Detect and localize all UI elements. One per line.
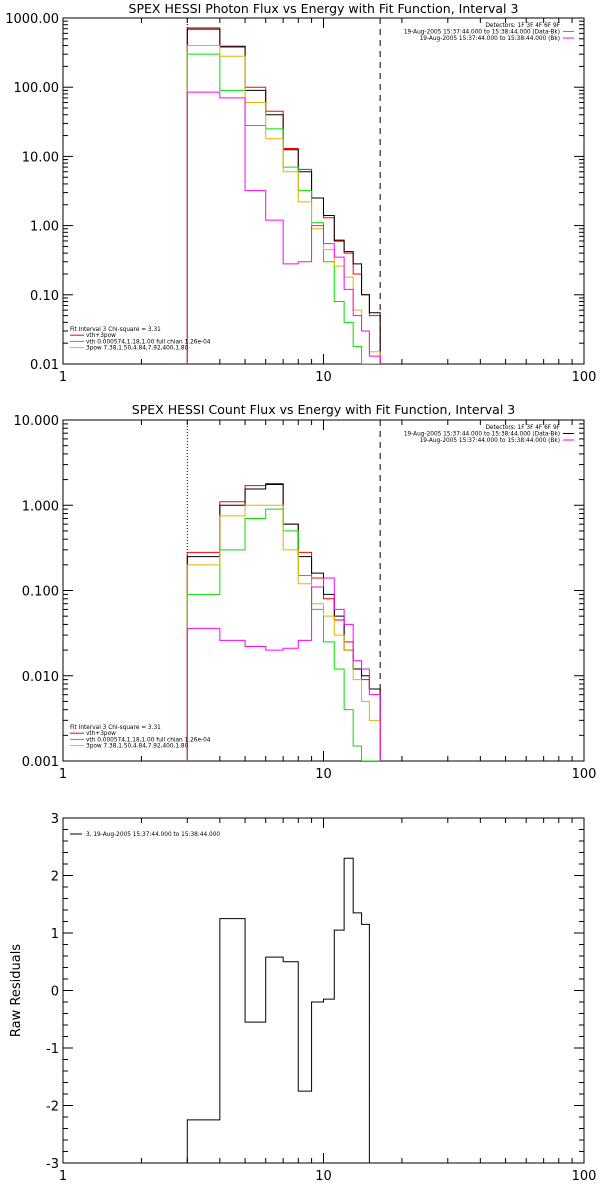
y-tick-label: 0 (51, 985, 59, 1000)
series-line-3 (186, 504, 381, 761)
x-tick-label: 100 (572, 370, 597, 385)
x-tick-label: 10 (315, 1169, 332, 1184)
y-tick-label: 1 (51, 927, 59, 942)
series-line-0 (186, 27, 381, 364)
series-line-1 (186, 484, 381, 761)
series-line-1 (186, 28, 381, 364)
annotation-line: Detectors: 1F 3F 4F 6F 9F (485, 23, 560, 29)
y-tick-label: 10.000 (14, 414, 60, 429)
legend-header: Fit Interval 3 Chi-square = 3.31 (70, 327, 161, 333)
legend-entry: 3pow 7.38,1.50,4.84,7.92,400,1.80 (86, 346, 189, 352)
x-tick-label: 100 (572, 1169, 597, 1184)
y-tick-label: 0.010 (22, 670, 59, 685)
y-tick-label: -3 (46, 1157, 59, 1172)
plot-frame (62, 817, 585, 1164)
x-tick-label: 1 (59, 370, 67, 385)
legend-entry: vth+3pow (86, 731, 116, 737)
legend-header: Fit Interval 3 Chi-square = 3.31 (70, 725, 161, 731)
y-tick-label: 1000.00 (5, 12, 59, 27)
annotation-line: Detectors: 1F 3F 4F 6F 9F (485, 425, 560, 431)
annotation-line: 19-Aug-2005 15:37:44.000 to 15:38:44.000… (404, 432, 560, 438)
y-tick-label: 2 (51, 870, 59, 885)
residuals-y-axis-label: Raw Residuals (9, 944, 24, 1037)
count-flux-panel: SPEX HESSI Count Flux vs Energy with Fit… (14, 402, 597, 782)
x-tick-label: 10 (315, 767, 332, 782)
y-tick-label: 1.000 (22, 499, 59, 514)
series-group (186, 857, 381, 1163)
x-tick-label: 1 (59, 767, 67, 782)
y-tick-label: -1 (46, 1042, 59, 1057)
legend-entry: vth+3pow (86, 333, 116, 339)
x-tick-label: 1 (59, 1169, 67, 1184)
series-group (186, 482, 381, 761)
y-tick-label: 0.001 (22, 755, 59, 770)
residuals-panel: Raw Residuals 1 10 100 -3 -2 -1 0 1 2 3 3, 19-Aug-… (9, 812, 596, 1184)
legend-entry: 3pow 7.38,1.50,4.84,7.92,400,1.80 (86, 744, 189, 750)
annotation-line: 19-Aug-2005 15:37:44.000 to 15:38:44.000… (404, 30, 560, 36)
y-tick-label: 3 (51, 812, 59, 827)
annotation-line: 19-Aug-2005 15:37:44.000 to 15:38:44.000… (420, 438, 560, 444)
y-tick-label: 0.01 (30, 358, 59, 373)
series-line-4 (186, 577, 381, 761)
series-line-0 (186, 857, 381, 1163)
legend-entry: vth 0.000574,1.18,1.00 full chian 1.26e-… (86, 339, 211, 345)
photon-flux-title: SPEX HESSI Photon Flux vs Energy with Fi… (129, 1, 519, 16)
legend-entry: vth 0.000574,1.18,1.00 full chian 1.26e-… (86, 737, 211, 743)
annotation-line: 19-Aug-2005 15:37:44.000 to 15:38:44.000… (420, 36, 560, 42)
y-tick-label: 0.100 (22, 585, 59, 600)
count-flux-title: SPEX HESSI Count Flux vs Energy with Fit… (132, 402, 515, 417)
legend-entry: 3, 19-Aug-2005 15:37:44.000 to 15:38:44.… (86, 832, 220, 838)
series-line-4 (186, 91, 381, 364)
plot-frame (62, 17, 585, 365)
series-group (186, 27, 381, 364)
y-tick-label: -2 (46, 1100, 59, 1115)
y-tick-label: 1.00 (30, 220, 59, 235)
series-line-2 (186, 53, 381, 364)
series-line-3 (186, 45, 381, 364)
y-tick-label: 0.10 (30, 289, 59, 304)
y-tick-label: 10.00 (22, 150, 59, 165)
y-tick-label: 100.00 (14, 81, 60, 96)
x-tick-label: 10 (315, 370, 332, 385)
x-tick-label: 100 (572, 767, 597, 782)
series-line-2 (186, 508, 381, 761)
series-line-0 (186, 482, 381, 761)
photon-flux-panel: SPEX HESSI Photon Flux vs Energy with Fi… (5, 1, 596, 385)
